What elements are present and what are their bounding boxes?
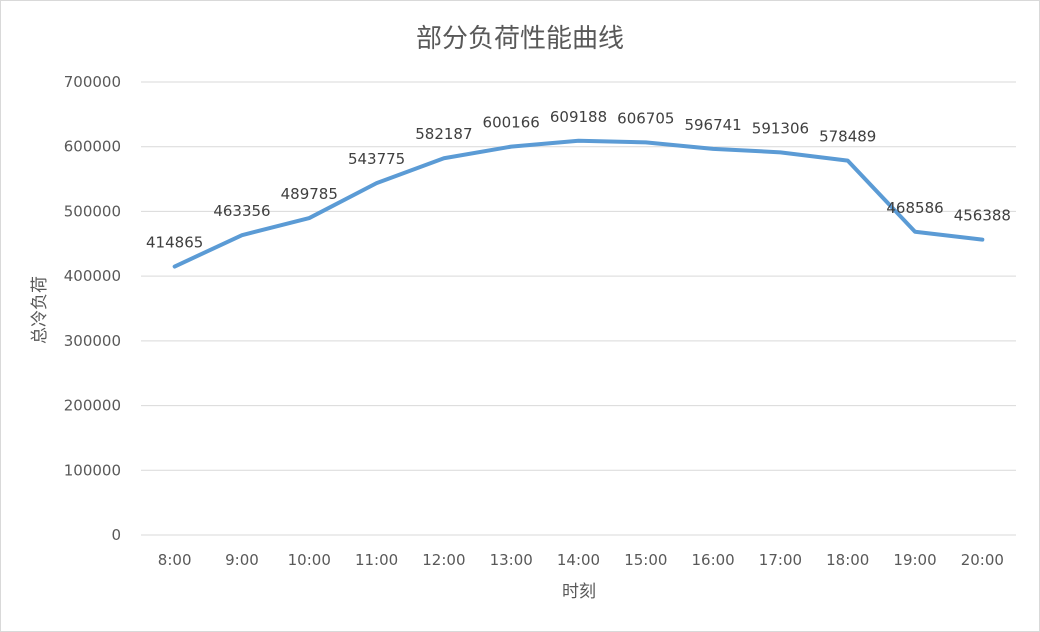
data-label-peak: 609188: [550, 108, 607, 126]
x-tick-label: 14:00: [557, 551, 600, 569]
y-tick-label: 700000: [64, 73, 121, 91]
data-label: 543775: [348, 150, 405, 168]
y-tick-label: 200000: [64, 397, 121, 415]
data-label: 463356: [213, 202, 270, 220]
x-axis-title: 时刻: [562, 582, 596, 602]
x-tick-label: 8:00: [158, 551, 192, 569]
data-label: 606705: [617, 109, 674, 127]
series-line-layer: [172, 138, 985, 269]
y-tick-label: 0: [111, 526, 121, 544]
data-labels: 414865 463356 489785 543775 582187 600166 6091…: [146, 108, 1011, 252]
y-tick-label: 300000: [64, 332, 121, 350]
data-label: 578489: [819, 128, 876, 146]
x-tick-label: 11:00: [355, 551, 398, 569]
data-label: 468586: [886, 199, 943, 217]
x-tick-label: 19:00: [893, 551, 936, 569]
data-label: 582187: [415, 125, 472, 143]
y-tick-label: 100000: [64, 461, 121, 479]
gridlines: [141, 81, 1016, 536]
x-tick-label: 13:00: [490, 551, 533, 569]
y-tick-label: 600000: [64, 138, 121, 156]
data-label: 489785: [281, 185, 338, 203]
y-axis-ticks: 0 100000 200000 300000 400000 500000 600000 700…: [64, 73, 121, 544]
data-label: 456388: [954, 207, 1011, 225]
x-tick-label: 16:00: [691, 551, 734, 569]
y-tick-label: 400000: [64, 267, 121, 285]
series-line: [172, 138, 985, 269]
x-tick-label: 17:00: [759, 551, 802, 569]
x-tick-label: 10:00: [288, 551, 331, 569]
x-tick-label: 18:00: [826, 551, 869, 569]
data-label: 414865: [146, 234, 203, 252]
x-tick-label: 12:00: [422, 551, 465, 569]
chart-title: 部分负荷性能曲线: [416, 24, 624, 54]
x-tick-label: 15:00: [624, 551, 667, 569]
y-axis-title: 总冷负荷: [30, 276, 50, 344]
data-label: 591306: [752, 119, 809, 137]
data-label: 596741: [684, 116, 741, 134]
x-axis-ticks: 8:00 9:00 10:00 11:00 12:00 13:00 14:00 15:00 16…: [158, 551, 1004, 569]
x-tick-label: 9:00: [225, 551, 259, 569]
data-label: 600166: [483, 114, 540, 132]
x-tick-label: 20:00: [961, 551, 1004, 569]
y-tick-label: 500000: [64, 202, 121, 220]
